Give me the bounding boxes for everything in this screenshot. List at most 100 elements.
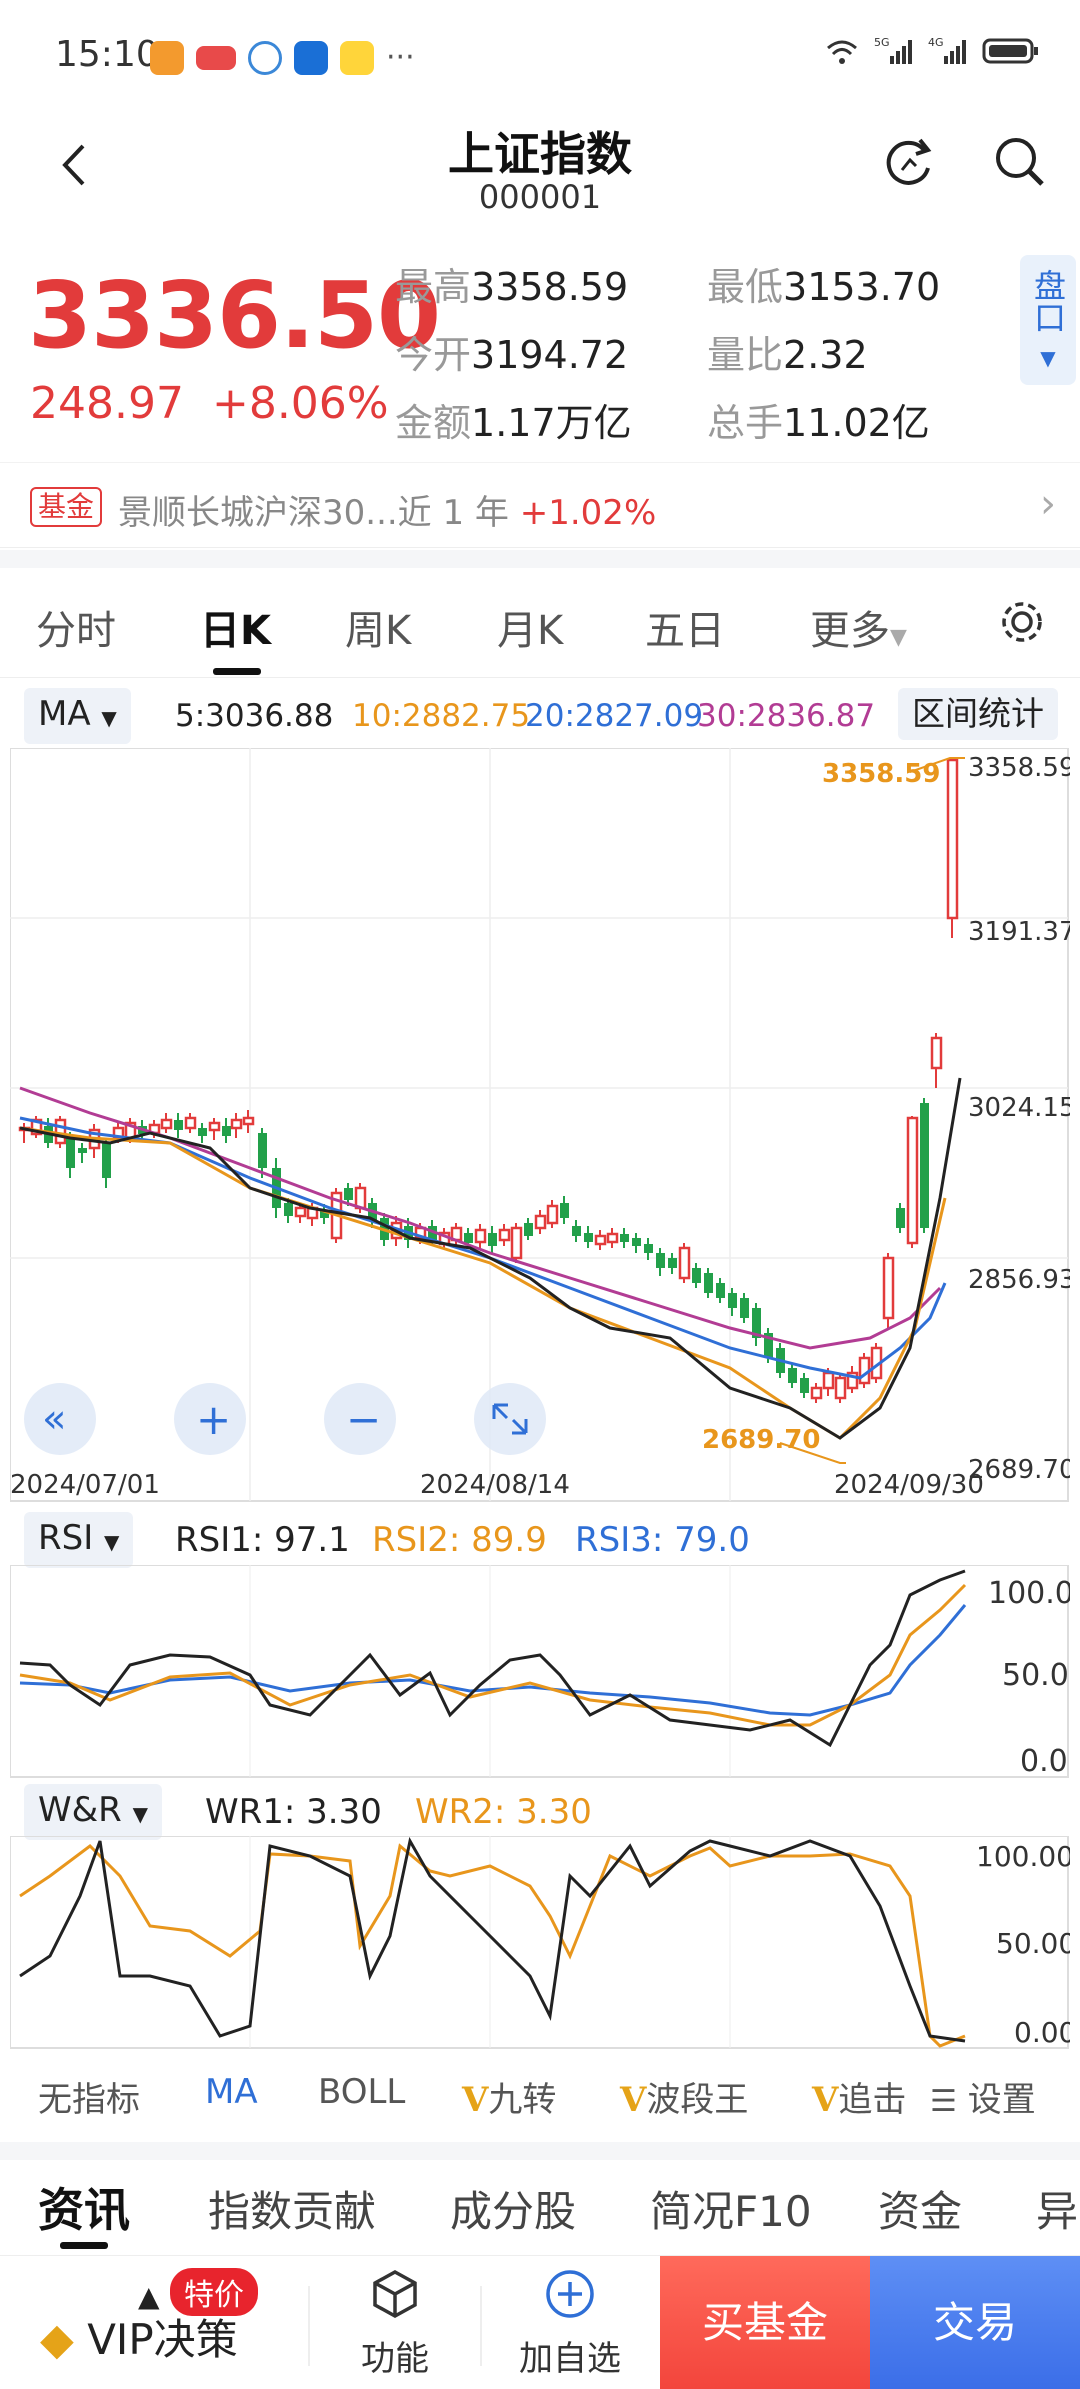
- ma20-value: 20:2827.09: [525, 698, 704, 734]
- pankou-button[interactable]: 盘口 ▼: [1020, 255, 1076, 385]
- tab-daily-k[interactable]: 日K: [200, 608, 271, 654]
- tab-constituents[interactable]: 成分股: [450, 2187, 577, 2236]
- indicator-boll[interactable]: BOLL: [318, 2072, 406, 2112]
- ma-selector[interactable]: MA ▼: [24, 688, 131, 744]
- tab-capital[interactable]: 资金: [878, 2187, 963, 2236]
- high-label: 3358.59: [822, 759, 940, 789]
- candle-body: [294, 1206, 307, 1218]
- tejia-badge: 特价: [170, 2268, 258, 2316]
- tab-f10[interactable]: 简况F10: [650, 2187, 812, 2236]
- rsi-selector[interactable]: RSI ▼: [24, 1512, 134, 1568]
- divider: [0, 550, 1080, 568]
- ma5-value: 5:3036.88: [175, 698, 334, 734]
- tab-more[interactable]: 更多▼: [810, 608, 907, 654]
- candle-body: [716, 1283, 725, 1298]
- candle-body: [846, 1371, 859, 1390]
- vip-button[interactable]: ◆ VIP决策: [40, 2314, 238, 2365]
- range-stats-button[interactable]: 区间统计: [898, 688, 1058, 740]
- rsi2-value: RSI2: 89.9: [372, 1520, 547, 1560]
- ma10-value: 10:2882.75: [352, 698, 531, 734]
- fullscreen-button[interactable]: [474, 1383, 546, 1455]
- candle-body: [656, 1253, 665, 1268]
- indicator-none[interactable]: 无指标: [38, 2080, 140, 2120]
- caret-up-icon: ▲: [138, 2280, 160, 2313]
- candle-body: [524, 1223, 533, 1236]
- add-circle-icon: [546, 2270, 594, 2318]
- svg-text:4G: 4G: [928, 36, 944, 49]
- candle-body: [906, 1116, 919, 1245]
- wr1-value: WR1: 3.30: [205, 1792, 382, 1832]
- stat-amount: 金额1.17万亿: [395, 401, 632, 445]
- candle-body: [632, 1238, 641, 1246]
- tab-abnormal[interactable]: 异: [1036, 2187, 1079, 2236]
- candle-body: [66, 1138, 75, 1168]
- rsi1-value: RSI1: 97.1: [175, 1520, 350, 1560]
- candle-body: [606, 1232, 619, 1244]
- gear-icon[interactable]: [998, 598, 1046, 646]
- tab-index-contribution[interactable]: 指数贡献: [208, 2187, 377, 2236]
- tab-fenshi[interactable]: 分时: [36, 608, 116, 654]
- indicator-ma[interactable]: MA: [205, 2072, 258, 2112]
- candle-body: [594, 1234, 607, 1246]
- indicator-jiuzhuan[interactable]: V九转: [462, 2080, 557, 2120]
- bottom-bar: ▲ 特价 ◆ VIP决策 功能 加自选 买基金 交易: [0, 2255, 1080, 2389]
- v-icon: V: [620, 2080, 647, 2120]
- app-notification-icon: [294, 40, 328, 75]
- tab-five-day[interactable]: 五日: [645, 608, 725, 654]
- change-percent: +8.06%: [211, 378, 389, 429]
- pankou-label: 盘口: [1029, 269, 1067, 333]
- wr-selector[interactable]: W&R ▼: [24, 1784, 162, 1840]
- rewind-button[interactable]: [24, 1383, 96, 1455]
- page-title: 上证指数: [448, 127, 632, 181]
- tab-news[interactable]: 资讯: [38, 2183, 130, 2237]
- status-app-icons: ···: [150, 40, 415, 75]
- buy-fund-button[interactable]: 买基金: [660, 2256, 870, 2389]
- kline-chart[interactable]: 3358.59 3191.37 3024.15 2856.93 2689.70 …: [10, 748, 1070, 1503]
- fund-promo-bar[interactable]: 基金 景顺长城沪深30...近 1 年 +1.02% ›: [0, 462, 1080, 548]
- chevron-right-icon: ›: [1040, 481, 1056, 527]
- zoom-out-button[interactable]: [324, 1383, 396, 1455]
- candle-body: [834, 1376, 847, 1400]
- price-change: 248.97 +8.06%: [30, 378, 389, 429]
- indicator-settings[interactable]: ☰ 设置: [930, 2080, 1036, 2120]
- x-tick: 2024/08/14: [420, 1470, 570, 1500]
- candle-body: [160, 1118, 173, 1130]
- function-button[interactable]: 功能: [350, 2266, 440, 2380]
- candle-body: [30, 1118, 43, 1136]
- zoom-in-button[interactable]: [174, 1383, 246, 1455]
- stat-low: 最低3153.70: [707, 265, 941, 309]
- fund-percent: +1.02%: [519, 493, 657, 533]
- candle-body: [498, 1228, 511, 1242]
- add-watchlist-button[interactable]: 加自选: [510, 2266, 630, 2380]
- ma30-value: 30:2836.87: [697, 698, 876, 734]
- tab-monthly-k[interactable]: 月K: [497, 608, 564, 654]
- app-notification-icon: [196, 45, 236, 70]
- stat-volume-ratio: 量比2.32: [707, 333, 868, 377]
- search-icon[interactable]: [990, 132, 1050, 192]
- candle-body: [560, 1203, 569, 1218]
- app-notification-icon: [150, 40, 184, 75]
- refresh-icon[interactable]: [880, 132, 940, 192]
- rsi-chart: 100.0 50.0 0.0: [10, 1565, 1070, 1779]
- trade-button[interactable]: 交易: [870, 2256, 1080, 2389]
- indicator-bar: 无指标 MA BOLL V九转 V波段王 V追击 ☰ 设置: [0, 2050, 1080, 2140]
- x-tick: 2024/09/30: [834, 1470, 984, 1500]
- y-tick: 100.00: [976, 1840, 1070, 1873]
- candle-body: [284, 1203, 293, 1216]
- indicator-zhuiji[interactable]: V追击: [812, 2080, 907, 2120]
- ma5-line: [19, 1077, 962, 1440]
- candle-body: [728, 1293, 737, 1308]
- candle-body: [208, 1121, 221, 1132]
- tab-weekly-k[interactable]: 周K: [345, 608, 412, 654]
- candle-body: [584, 1233, 593, 1242]
- back-icon[interactable]: [55, 140, 95, 190]
- y-tick: 2689.70: [968, 1455, 1070, 1485]
- page-header: 上证指数 000001: [0, 110, 1080, 230]
- candle-body: [764, 1333, 773, 1358]
- indicator-boduanwang[interactable]: V波段王: [620, 2080, 749, 2120]
- candle-body: [678, 1246, 691, 1280]
- candle-body: [822, 1371, 835, 1390]
- candle-body: [184, 1116, 197, 1130]
- candle-body: [230, 1118, 243, 1130]
- candle-body: [174, 1120, 183, 1130]
